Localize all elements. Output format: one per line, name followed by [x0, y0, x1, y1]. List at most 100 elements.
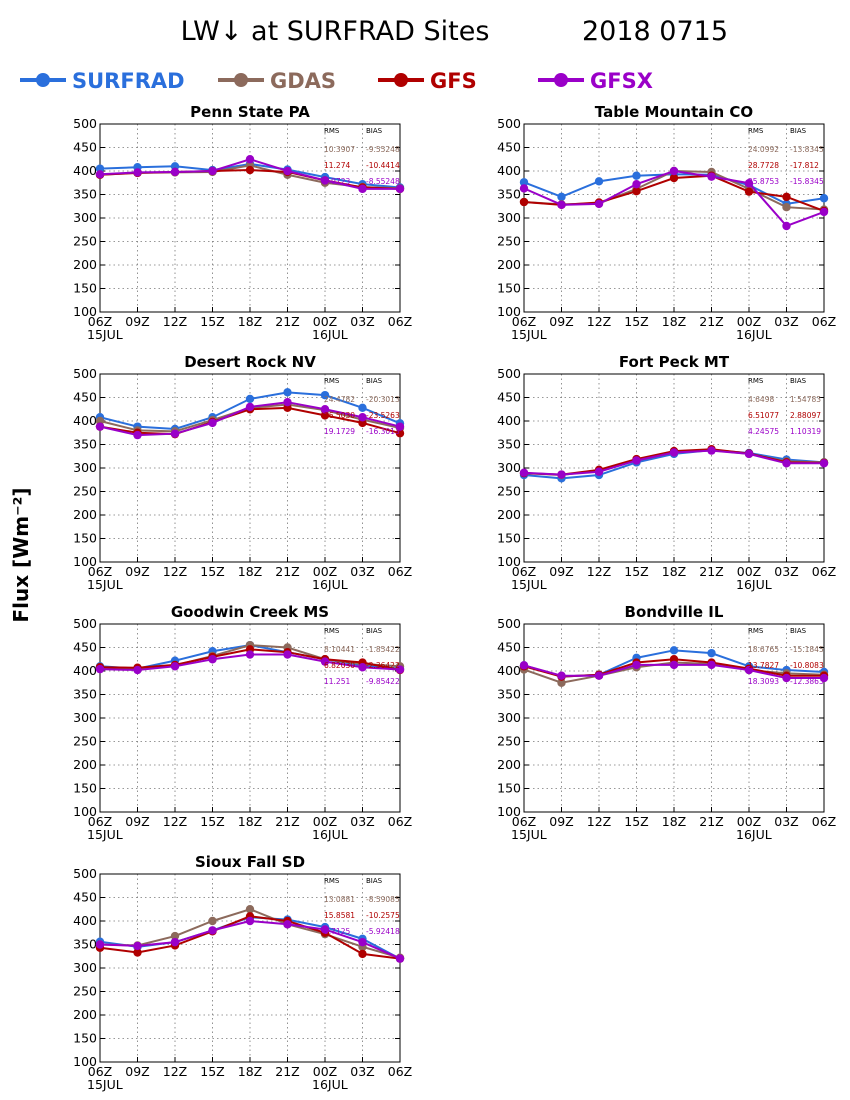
date-label: 15JUL: [87, 827, 123, 842]
panel-title: Table Mountain CO: [595, 103, 753, 121]
y-tick-label: 450: [497, 140, 521, 155]
data-point: [707, 172, 716, 181]
x-tick-label: 06Z: [388, 814, 412, 829]
stat-rms: 10.3907: [324, 145, 355, 154]
data-point: [95, 422, 105, 431]
y-tick-label: 150: [73, 781, 97, 796]
y-tick-label: 400: [73, 163, 97, 178]
data-point: [395, 429, 405, 438]
series-line: [99, 919, 401, 960]
panel-table-mountain-co: Table Mountain CO 100 150 200 250 300 350 400 45…: [497, 103, 836, 342]
data-point: [557, 200, 566, 210]
x-tick-label: 12Z: [587, 814, 611, 829]
data-point: [395, 665, 405, 674]
y-tick-label: 300: [73, 210, 97, 225]
y-tick-label: 400: [73, 413, 97, 428]
panel-title: Sioux Fall SD: [195, 853, 305, 871]
data-point: [819, 459, 829, 468]
x-tick-label: 00Z: [313, 1064, 337, 1079]
panel-title: Goodwin Creek MS: [171, 603, 329, 621]
panel-goodwin-creek-ms: Goodwin Creek MS 100 150 200 250 300 350 400 450…: [73, 603, 412, 842]
data-point: [358, 184, 367, 194]
legend-marker: [234, 73, 248, 87]
stat-rms: 6.82030: [324, 661, 355, 670]
stat-rms: 19.1729: [324, 427, 355, 436]
y-tick-label: 250: [73, 984, 97, 999]
x-tick-label: 21Z: [275, 1064, 299, 1079]
stat-rms: 18.3093: [748, 677, 779, 686]
stats-header-rms: RMS: [324, 127, 340, 135]
x-tick-label: 03Z: [350, 314, 374, 329]
data-point: [744, 187, 754, 196]
data-point: [519, 197, 529, 207]
x-tick-label: 21Z: [275, 564, 299, 579]
x-tick-label: 15Z: [624, 564, 648, 579]
x-tick-label: 21Z: [275, 314, 299, 329]
stat-rms: 6.51077: [748, 411, 779, 420]
data-point: [283, 920, 292, 929]
legend-item-surfrad: SURFRAD: [20, 69, 185, 93]
data-point: [782, 192, 791, 202]
data-point: [170, 931, 180, 941]
data-point: [557, 671, 566, 680]
x-tick-label: 06Z: [812, 314, 836, 329]
panel-bondville-il: Bondville IL 100 150 200 250 300 350 400 450 500 0…: [497, 603, 836, 842]
stat-bias: -15.1845: [790, 645, 824, 654]
chart-panels: Penn State PA 100 150 200 250 300 350 400 450 500…: [73, 103, 836, 1092]
grid: [524, 124, 824, 312]
x-tick-label: 15Z: [624, 814, 648, 829]
data-point: [395, 954, 405, 963]
data-point: [744, 179, 754, 188]
x-tick-label: 09Z: [125, 314, 149, 329]
data-point: [133, 168, 142, 177]
date-label: 15JUL: [87, 577, 123, 592]
data-point: [245, 165, 255, 175]
data-point: [819, 194, 829, 203]
data-point: [707, 446, 716, 455]
data-point: [632, 187, 641, 196]
x-tick-label: 03Z: [350, 1064, 374, 1079]
y-tick-label: 300: [497, 710, 521, 725]
y-tick-label: 300: [73, 960, 97, 975]
grid: [100, 374, 400, 562]
data-point: [519, 661, 529, 670]
stats-header-bias: BIAS: [790, 627, 807, 635]
y-tick-label: 350: [497, 437, 521, 452]
stat-bias: 1.10319: [790, 427, 821, 436]
y-tick-label: 400: [497, 663, 521, 678]
data-point: [95, 940, 105, 949]
x-tick-label: 15Z: [200, 814, 224, 829]
y-tick-label: 150: [497, 281, 521, 296]
y-tick-label: 500: [497, 116, 521, 131]
y-tick-label: 450: [73, 640, 97, 655]
y-tick-label: 350: [73, 937, 97, 952]
data-point: [170, 937, 180, 947]
x-tick-label: 00Z: [313, 314, 337, 329]
y-tick-label: 500: [73, 866, 97, 881]
data-point: [782, 673, 791, 683]
stat-bias: -13.8345: [790, 145, 824, 154]
x-tick-label: 12Z: [587, 314, 611, 329]
y-tick-label: 300: [73, 460, 97, 475]
y-tick-label: 350: [73, 187, 97, 202]
x-tick-label: 09Z: [125, 1064, 149, 1079]
x-tick-label: 06Z: [88, 314, 112, 329]
data-point: [594, 467, 604, 476]
x-tick-label: 06Z: [812, 814, 836, 829]
y-tick-label: 300: [497, 460, 521, 475]
stat-rms: 13.0881: [324, 895, 355, 904]
x-tick-label: 21Z: [699, 314, 723, 329]
y-tick-label: 100: [497, 304, 521, 319]
figure-date: 2018 0715: [582, 16, 728, 47]
stats-header-rms: RMS: [324, 377, 340, 385]
data-point: [632, 456, 641, 465]
y-tick-label: 500: [73, 116, 97, 131]
grid: [100, 874, 400, 1062]
stat-rms: 4.6498: [748, 395, 774, 404]
y-tick-label: 450: [73, 890, 97, 905]
y-tick-label: 150: [73, 1031, 97, 1046]
y-tick-label: 250: [73, 484, 97, 499]
x-tick-label: 03Z: [774, 314, 798, 329]
panel-penn-state-pa: Penn State PA 100 150 200 250 300 350 400 450 500…: [73, 103, 412, 342]
x-tick-label: 15Z: [624, 314, 648, 329]
